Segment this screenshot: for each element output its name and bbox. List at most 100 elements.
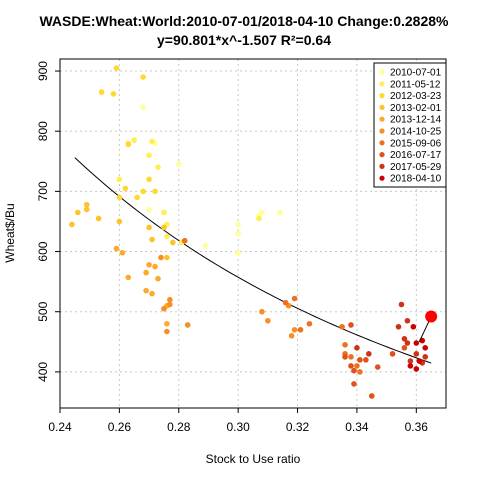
x-tick-label: 0.36 (405, 420, 429, 434)
legend-label: 2013-02-01 (390, 103, 442, 114)
data-point (357, 357, 363, 363)
legend-marker (379, 175, 385, 181)
data-point (401, 345, 408, 351)
data-point (282, 299, 289, 306)
data-point (413, 340, 420, 346)
legend-label: 2011-05-12 (390, 79, 441, 90)
data-point (342, 342, 348, 348)
data-point (422, 354, 429, 360)
legend-marker (379, 152, 385, 158)
data-point (125, 141, 132, 148)
plot-frame (59, 58, 447, 409)
data-point (98, 89, 105, 95)
data-point (131, 137, 138, 144)
data-point (170, 239, 176, 246)
y-tick-label: 600 (36, 241, 50, 261)
legend-label: 2018-04-10 (390, 174, 442, 185)
data-point (116, 194, 123, 201)
data-point (410, 323, 417, 330)
data-point (140, 74, 146, 80)
legend-marker (379, 104, 385, 110)
data-point (110, 91, 117, 97)
data-point (181, 237, 188, 244)
data-point (158, 254, 164, 261)
data-point (407, 358, 414, 364)
data-point (140, 104, 146, 110)
data-point (401, 336, 408, 342)
data-point (119, 249, 126, 256)
data-point (146, 224, 152, 231)
legend-box (373, 62, 447, 188)
y-tick-label: 800 (36, 121, 50, 141)
x-tick-label: 0.28 (167, 420, 191, 434)
data-point (146, 206, 152, 213)
data-point (398, 301, 405, 308)
data-point (125, 274, 132, 281)
data-point (404, 317, 411, 324)
data-point (161, 224, 167, 231)
data-point (155, 275, 161, 282)
data-point (291, 326, 298, 333)
data-point (155, 164, 161, 171)
chart-title: WASDE:Wheat:World:2010-07-01/2018-04-10 … (39, 13, 449, 29)
x-tick-label: 0.24 (48, 420, 72, 434)
data-point (259, 209, 265, 216)
data-point (413, 351, 420, 357)
data-point (113, 245, 120, 252)
data-point (164, 328, 170, 335)
data-point (83, 201, 90, 208)
data-point (146, 176, 152, 183)
data-point (413, 366, 420, 372)
data-point (348, 354, 354, 360)
x-tick-label: 0.30 (226, 420, 250, 434)
data-point (175, 161, 182, 168)
data-point (348, 322, 354, 328)
legend-label: 2012-03-23 (390, 91, 442, 102)
data-point (167, 301, 173, 308)
data-point (407, 363, 414, 369)
y-axis-label: Wheat$/Bu (3, 203, 17, 262)
data-point (164, 233, 170, 240)
data-point (69, 221, 75, 228)
data-point (164, 254, 170, 261)
y-tick-label: 400 (36, 362, 50, 382)
data-point (342, 354, 348, 360)
data-point (368, 393, 375, 399)
data-point (143, 287, 149, 294)
legend-marker (379, 93, 385, 99)
data-point (113, 65, 120, 71)
legend-marker (379, 116, 385, 122)
y-tick-label: 500 (36, 301, 50, 321)
data-point (351, 381, 357, 387)
legend-label: 2015-09-06 (390, 138, 442, 149)
data-point (235, 221, 241, 228)
data-point (422, 345, 429, 351)
data-point (140, 188, 146, 195)
data-point (116, 218, 123, 225)
data-point (265, 317, 271, 324)
data-point (146, 152, 152, 159)
data-point (184, 322, 191, 328)
latest-data-point (425, 310, 438, 323)
data-point (164, 320, 170, 327)
fit-curve (74, 157, 432, 364)
data-point (146, 261, 152, 268)
data-point (357, 369, 363, 375)
legend-label: 2016-07-17 (390, 150, 442, 161)
data-point (259, 308, 265, 315)
latest-point (418, 310, 438, 343)
data-point (122, 185, 129, 192)
legend-label: 2014-10-25 (390, 127, 442, 138)
data-point (152, 188, 158, 195)
data-point (288, 332, 295, 339)
data-point (134, 194, 140, 201)
data-point (339, 323, 345, 330)
legend-marker (379, 140, 385, 146)
data-point (202, 242, 209, 249)
data-point (161, 209, 167, 216)
data-point (149, 138, 155, 145)
fit-line (74, 157, 432, 364)
y-tick-label: 700 (36, 181, 50, 201)
data-point (374, 364, 381, 370)
data-points (69, 65, 429, 399)
